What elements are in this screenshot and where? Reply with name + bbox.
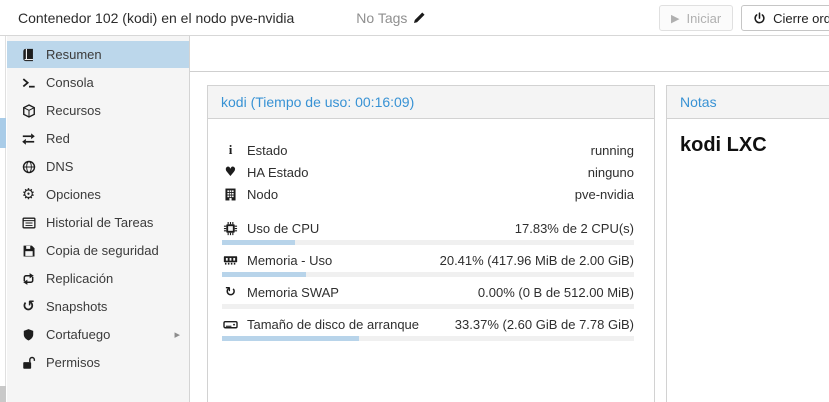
- sidebar-item-consola[interactable]: Consola: [7, 69, 189, 96]
- page-title: Contenedor 102 (kodi) en el nodo pve-nvi…: [18, 9, 295, 26]
- disk-progress-track: [222, 336, 634, 341]
- notes-body[interactable]: kodi LXC: [667, 119, 829, 172]
- sidebar-item-label: Red: [46, 131, 70, 146]
- row-label: Tamaño de disco de arranque: [247, 316, 420, 332]
- sidebar-item-label: Cortafuego: [46, 327, 111, 342]
- row-value: 0.00% (0 B de 512.00 MiB): [477, 284, 634, 300]
- sidebar-item-label: Permisos: [46, 355, 101, 370]
- row-value: 33.37% (2.60 GiB de 7.78 GiB): [454, 316, 634, 332]
- table-row: Memoria - Uso 20.41% (417.96 MiB de 2.00…: [222, 251, 634, 277]
- status-panel-header: kodi (Tiempo de uso: 00:16:09): [208, 86, 654, 119]
- sidebar-item-label: Consola: [46, 75, 94, 90]
- book-icon: [20, 48, 37, 62]
- notes-content: kodi LXC: [680, 134, 767, 156]
- row-value: 20.41% (417.96 MiB de 2.00 GiB): [439, 252, 634, 268]
- sidebar-item-historial[interactable]: Historial de Tareas: [7, 209, 189, 236]
- sidebar-item-dns[interactable]: DNS: [7, 153, 189, 180]
- sidebar-item-snapshots[interactable]: ↺ Snapshots: [7, 293, 189, 320]
- gear-icon: ⚙: [21, 185, 36, 203]
- row-label: Memoria - Uso: [247, 252, 333, 268]
- tree-selection-sliver: [0, 118, 6, 148]
- sidebar-item-red[interactable]: Red: [7, 125, 189, 152]
- notes-panel-header: Notas: [667, 86, 829, 119]
- power-icon: [753, 11, 766, 25]
- tags-label: No Tags: [356, 9, 408, 26]
- play-icon: ▶: [671, 11, 680, 25]
- swap-progress-track: [222, 304, 634, 309]
- info-icon: i: [228, 142, 233, 157]
- sidebar-item-label: Historial de Tareas: [46, 215, 154, 230]
- start-button[interactable]: ▶ Iniciar: [659, 5, 734, 31]
- top-bar-actions: ▶ Iniciar Cierre ordena: [659, 5, 829, 31]
- row-label: Estado: [247, 142, 288, 158]
- sync-icon: [20, 272, 37, 286]
- unlock-icon: [20, 356, 37, 370]
- row-label: Uso de CPU: [247, 220, 320, 236]
- table-row: i Estado running: [222, 139, 634, 161]
- top-bar: Contenedor 102 (kodi) en el nodo pve-nvi…: [0, 0, 829, 36]
- row-label: Nodo: [247, 186, 279, 202]
- shield-icon: [20, 328, 37, 342]
- sidebar-item-recursos[interactable]: Recursos: [7, 97, 189, 124]
- list-icon: [20, 216, 37, 230]
- table-row: Nodo pve-nvidia: [222, 183, 634, 205]
- sidebar-item-label: Opciones: [46, 187, 101, 202]
- swap-icon: ↻: [225, 284, 236, 300]
- row-label: Memoria SWAP: [247, 284, 339, 300]
- notes-panel: Notas kodi LXC: [666, 85, 829, 402]
- sidebar-item-replicacion[interactable]: Replicación: [7, 265, 189, 292]
- row-value: pve-nvidia: [574, 186, 634, 202]
- sidebar-item-cortafuego[interactable]: Cortafuego ▸: [7, 321, 189, 348]
- content-toolbar-band: [190, 36, 829, 72]
- terminal-icon: [20, 76, 37, 90]
- cpu-icon: [222, 221, 239, 236]
- shutdown-button-label: Cierre ordena: [773, 10, 829, 26]
- table-row: Tamaño de disco de arranque 33.37% (2.60…: [222, 315, 634, 341]
- status-panel: kodi (Tiempo de uso: 00:16:09) i Estado …: [207, 85, 655, 402]
- row-label: HA Estado: [247, 164, 309, 180]
- table-row: Uso de CPU 17.83% de 2 CPU(s): [222, 219, 634, 245]
- sidebar-item-permisos[interactable]: Permisos: [7, 349, 189, 376]
- building-icon: [222, 188, 239, 201]
- sidebar-item-label: Copia de seguridad: [46, 243, 159, 258]
- cube-icon: [20, 103, 37, 118]
- row-value: ninguno: [587, 164, 634, 180]
- table-row: ♥ HA Estado ninguno: [222, 161, 634, 183]
- globe-icon: [20, 160, 37, 174]
- sidebar-item-opciones[interactable]: ⚙ Opciones: [7, 181, 189, 208]
- resource-tree-edge: [0, 36, 6, 402]
- memory-progress-fill: [222, 272, 307, 277]
- row-value: running: [590, 142, 634, 158]
- sidebar-item-label: DNS: [46, 159, 74, 174]
- tree-scrollbar-sliver[interactable]: [0, 386, 6, 402]
- sidebar-item-label: Recursos: [46, 103, 101, 118]
- sidebar-item-label: Snapshots: [46, 299, 108, 314]
- disk-icon: [222, 318, 239, 331]
- notes-panel-title: Notas: [680, 94, 717, 110]
- start-button-label: Iniciar: [686, 10, 722, 26]
- history-icon: ↺: [22, 297, 35, 315]
- sidebar-item-resumen[interactable]: Resumen: [7, 41, 189, 68]
- disk-progress-fill: [222, 336, 360, 341]
- sidebar-item-copia[interactable]: Copia de seguridad: [7, 237, 189, 264]
- network-icon: [20, 132, 37, 146]
- chevron-right-icon: ▸: [174, 328, 180, 341]
- row-value: 17.83% de 2 CPU(s): [514, 220, 634, 236]
- cpu-progress-track: [222, 240, 634, 245]
- pencil-icon[interactable]: [413, 11, 426, 24]
- status-table: i Estado running ♥ HA Estado ninguno Nod…: [208, 119, 654, 341]
- floppy-icon: [20, 244, 37, 258]
- heartbeat-icon: ♥: [224, 164, 237, 180]
- shutdown-button[interactable]: Cierre ordena: [741, 5, 829, 31]
- table-row: ↻ Memoria SWAP 0.00% (0 B de 512.00 MiB): [222, 283, 634, 309]
- memory-progress-track: [222, 272, 634, 277]
- cpu-progress-fill: [222, 240, 296, 245]
- memory-icon: [222, 254, 239, 266]
- sidebar-item-label: Resumen: [46, 47, 102, 62]
- sidebar-item-label: Replicación: [46, 271, 114, 286]
- tags-editor[interactable]: No Tags: [356, 10, 426, 26]
- sidebar: Resumen Consola Recursos Red DNS: [7, 36, 190, 402]
- status-panel-title: kodi (Tiempo de uso: 00:16:09): [221, 94, 415, 110]
